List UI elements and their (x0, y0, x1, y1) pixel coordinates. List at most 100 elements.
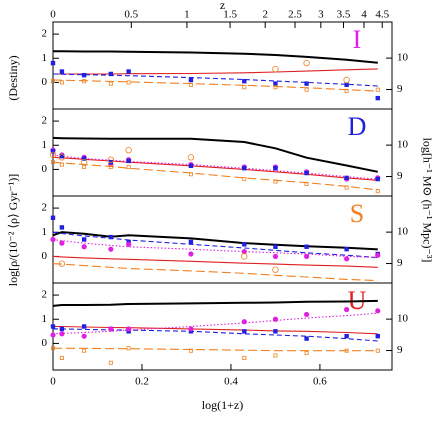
x2-tick-label: 4 (361, 9, 367, 21)
point (187, 154, 195, 161)
point (375, 252, 381, 258)
point (272, 266, 279, 273)
y2-axis-label: log[h⁻¹ M⊙ (h⁻¹ Mpc)⁻³] (420, 138, 434, 263)
panel-frame (52, 282, 393, 371)
point (304, 87, 309, 92)
point (344, 88, 349, 93)
point (344, 82, 349, 88)
point (273, 244, 278, 249)
y2-tick-label: 10 (397, 226, 409, 238)
point (126, 164, 131, 169)
y-tick-label: 2 (42, 115, 48, 127)
point (58, 260, 66, 267)
point (188, 172, 193, 177)
point (344, 333, 349, 339)
point (108, 164, 113, 169)
point (82, 348, 87, 353)
point (273, 353, 278, 358)
point (303, 59, 310, 67)
point (50, 215, 56, 220)
point (272, 65, 279, 73)
x2-tick-label: 1.5 (223, 9, 237, 21)
point (126, 158, 131, 164)
point (80, 158, 88, 166)
series-line (52, 312, 378, 335)
point (242, 177, 247, 182)
point (273, 85, 278, 90)
point (242, 329, 247, 334)
point (107, 156, 115, 163)
point (344, 306, 350, 313)
point (188, 326, 194, 332)
series-line (53, 50, 378, 64)
point (188, 348, 193, 353)
point (273, 81, 278, 86)
y-tick-label: 2 (42, 202, 48, 214)
point (188, 251, 194, 257)
point (242, 355, 247, 360)
y2-tick-label: 9 (397, 83, 403, 95)
point (375, 87, 380, 92)
point (59, 153, 65, 159)
point (126, 346, 131, 351)
point (375, 95, 380, 101)
y2-tick-label: 10 (397, 52, 409, 64)
series-line (52, 156, 378, 181)
y-tick-label: 0 (42, 337, 48, 349)
point (304, 351, 309, 356)
point (59, 240, 65, 246)
point (81, 156, 87, 161)
y-tick-label: 0 (42, 76, 48, 88)
y2-tick-label: 9 (397, 344, 403, 356)
point (241, 319, 247, 325)
point (375, 348, 380, 353)
y-axis-label: log[ρ/(10⁻² ⟨ρ⟩ Gyr⁻¹)] (6, 174, 20, 287)
x2-tick-label: 3 (318, 9, 324, 21)
point (126, 326, 132, 332)
point (50, 60, 56, 66)
panel-letter: D (348, 112, 367, 141)
x-tick-label: 0.4 (224, 376, 238, 388)
y2-tick-label: 9 (397, 257, 403, 269)
point (82, 164, 87, 169)
point (188, 163, 194, 168)
point (343, 76, 350, 84)
point (375, 308, 381, 314)
point (108, 234, 114, 240)
point (303, 311, 310, 318)
point (51, 346, 56, 351)
panel-frame (52, 108, 393, 197)
y-tick-label: 2 (42, 289, 48, 301)
y2-tick-label: 9 (397, 170, 403, 182)
point (304, 81, 309, 86)
point (344, 185, 349, 190)
x2-tick-label: 1 (184, 9, 190, 21)
y-axis-note: (Destiny) (6, 55, 20, 100)
point (273, 179, 278, 184)
x2-tick-label: 2.5 (288, 9, 302, 21)
point (81, 324, 87, 329)
point (242, 85, 247, 90)
series-line (52, 238, 378, 259)
point (50, 149, 56, 154)
point (242, 79, 247, 84)
point (125, 146, 132, 154)
point (59, 225, 65, 230)
point (375, 189, 380, 194)
point (108, 71, 114, 77)
point (81, 237, 87, 242)
point (273, 166, 278, 171)
point (303, 253, 310, 260)
y-tick-label: 1 (42, 313, 48, 325)
series-line (52, 263, 378, 282)
point (304, 244, 309, 249)
x2-tick-label: 0 (50, 9, 56, 21)
point (272, 316, 279, 322)
y-tick-label: 2 (42, 28, 48, 40)
point (50, 236, 56, 243)
x2-tick-label: 4.5 (375, 9, 389, 21)
series-line (52, 231, 378, 251)
point (81, 244, 87, 250)
y-tick-label: 0 (42, 163, 48, 175)
